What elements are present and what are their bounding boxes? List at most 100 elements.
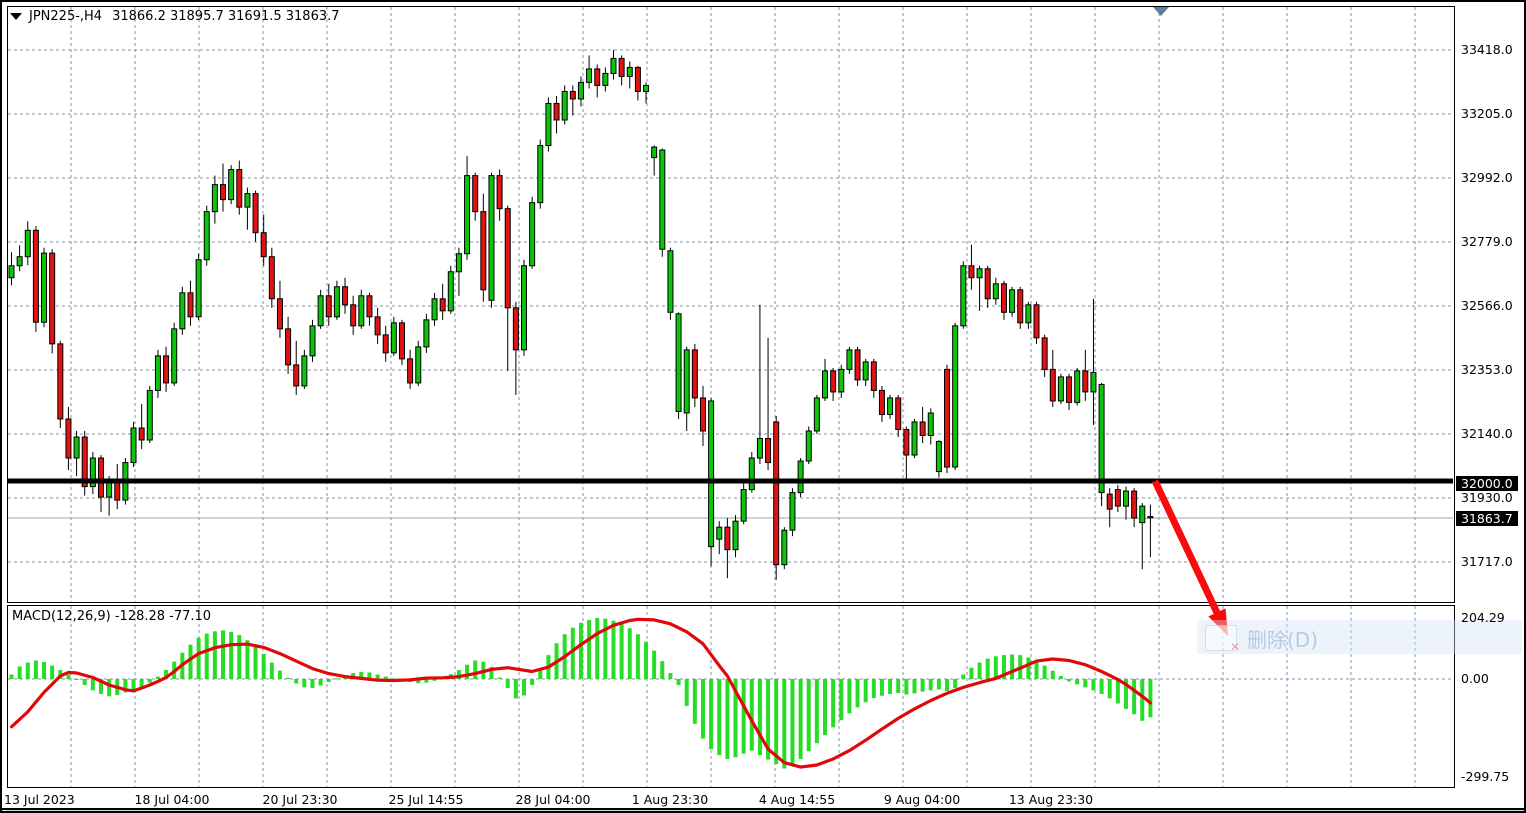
macd-bar [896, 679, 901, 694]
bear-candle [138, 427, 145, 441]
macd-bar [196, 637, 201, 679]
macd-bar [538, 670, 543, 679]
price-panel-layer [8, 7, 1453, 602]
bull-candle [1009, 289, 1016, 313]
bull-candle [171, 328, 178, 384]
trend-arrow[interactable] [1151, 479, 1228, 636]
macd-bar [17, 666, 22, 679]
macd-bar [619, 623, 624, 679]
macd-bar [1099, 679, 1104, 694]
bear-candle [1041, 337, 1048, 370]
time-tick-label: 4 Aug 14:55 [758, 792, 836, 807]
price-chart-panel[interactable] [7, 6, 1455, 603]
bear-candle [895, 397, 902, 430]
macd-bar [936, 679, 941, 690]
macd-bar [123, 679, 128, 693]
bull-candle [545, 102, 552, 147]
macd-bar [497, 677, 502, 679]
macd-bar [9, 674, 14, 679]
bear-candle [342, 286, 349, 306]
macd-bar [98, 679, 103, 694]
bear-candle [81, 436, 88, 488]
macd-bar [1075, 679, 1080, 685]
macd-bar [456, 670, 461, 679]
macd-bar [261, 653, 266, 679]
bear-candle [480, 211, 487, 291]
bull-candle [73, 436, 80, 459]
macd-bar [855, 679, 860, 708]
macd-bar [367, 672, 372, 679]
macd-bar [139, 679, 144, 688]
bear-candle [97, 457, 104, 498]
macd-bar [985, 658, 990, 679]
macd-bar [953, 679, 958, 688]
macd-panel-layer [8, 606, 1453, 787]
time-tick-label: 25 Jul 14:55 [388, 792, 464, 807]
macd-bar [465, 664, 470, 679]
bull-candle [960, 265, 967, 327]
bull-candle [586, 68, 593, 83]
delete-tooltip-watermark: 删除(D) [1197, 620, 1522, 654]
bear-candle [236, 169, 243, 208]
bull-candle [415, 346, 422, 384]
macd-bar [741, 679, 746, 754]
bull-candle [301, 355, 308, 387]
bear-candle [187, 292, 194, 318]
level-badge: 32000.0 [1456, 475, 1518, 491]
bear-candle [854, 349, 861, 381]
bull-candle [521, 265, 528, 351]
macd-bar [253, 646, 258, 679]
macd-bar [798, 679, 803, 759]
bear-candle [1033, 304, 1040, 339]
symbol-dropdown-icon[interactable] [10, 13, 22, 20]
macd-bar [578, 622, 583, 679]
auto-scroll-marker-icon[interactable] [1153, 7, 1169, 16]
macd-bar [147, 679, 152, 683]
macd-bar [717, 679, 722, 756]
bear-candle [984, 268, 991, 300]
bull-candle [675, 313, 682, 412]
bear-candle [268, 256, 275, 300]
macd-bar [1058, 676, 1063, 679]
macd-signal-line [9, 617, 1153, 769]
macd-bar [131, 679, 136, 692]
macd-bar [530, 679, 535, 685]
bull-candle [1098, 383, 1105, 494]
macd-bar [1042, 665, 1047, 679]
macd-bar [774, 679, 779, 765]
macd-bar [1050, 670, 1055, 679]
bull-candle [333, 286, 340, 318]
bull-candle [41, 252, 48, 323]
bull-candle [887, 397, 894, 415]
macd-bar [920, 679, 925, 692]
price-tick-label: 32779.0 [1461, 234, 1513, 249]
macd-bar [570, 627, 575, 679]
bear-candle [350, 304, 357, 327]
macd-bar [839, 679, 844, 721]
bull-candle [976, 268, 983, 279]
bull-candle [244, 193, 251, 208]
macd-bar [326, 679, 331, 682]
macd-indicator-panel[interactable] [7, 605, 1455, 788]
bull-candle [927, 412, 934, 437]
bull-candle [822, 370, 828, 399]
price-tick-label: 33205.0 [1461, 106, 1513, 121]
macd-bar [1034, 661, 1039, 679]
bear-candle [325, 295, 332, 318]
macd-bar [212, 631, 217, 679]
bear-candle [252, 193, 259, 234]
macd-bar [513, 679, 518, 699]
bull-candle [529, 202, 536, 267]
time-tick-label: 18 Jul 04:00 [134, 792, 210, 807]
bull-candle [130, 427, 137, 464]
macd-bar [432, 679, 437, 681]
macd-bar [1148, 679, 1153, 718]
bear-candle [1082, 370, 1089, 393]
macd-bar [1067, 679, 1072, 682]
bull-candle [1025, 304, 1032, 324]
bear-candle [374, 316, 381, 336]
macd-bar [1107, 679, 1112, 699]
macd-bar [725, 679, 730, 759]
